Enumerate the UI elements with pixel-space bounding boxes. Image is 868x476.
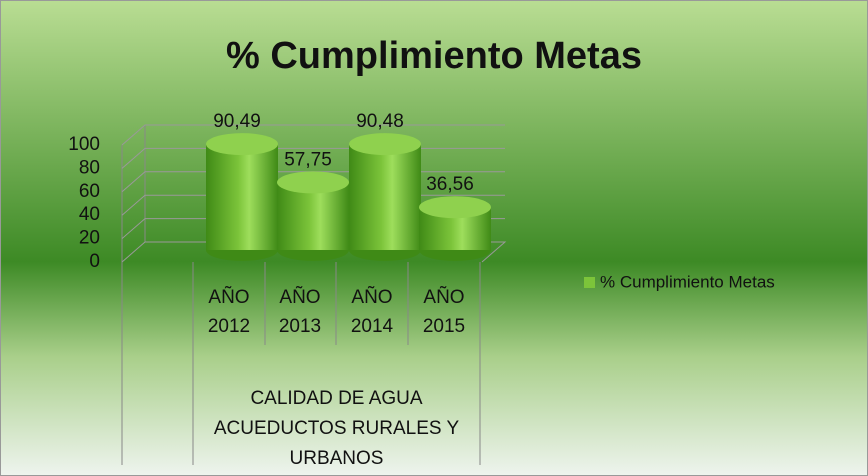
x-tick-label: AÑO 2013 (278, 287, 322, 337)
legend-label: % Cumplimiento Metas (600, 272, 775, 291)
x-tick-label: AÑO 2015 (422, 287, 466, 337)
bar-body (277, 182, 349, 250)
grid-line (121, 124, 505, 146)
bar (419, 196, 491, 261)
bar-top (419, 196, 491, 219)
bar-body (349, 144, 421, 250)
bar-top (206, 133, 278, 156)
bar (206, 133, 278, 261)
y-tick-label: 0 (89, 251, 100, 272)
y-tick-label: 40 (79, 204, 100, 225)
bar-top (277, 171, 349, 194)
bar (349, 133, 421, 261)
y-tick-label: 100 (68, 134, 100, 155)
chart-title: % Cumplimiento Metas (226, 35, 642, 77)
bar-body (206, 144, 278, 250)
bar (277, 171, 349, 261)
data-label: 36,56 (426, 174, 474, 195)
bar-top (349, 133, 421, 156)
x-tick-label: AÑO 2014 (350, 287, 394, 337)
data-label: 90,49 (213, 111, 261, 132)
legend-swatch (584, 277, 595, 288)
y-tick-label: 60 (79, 181, 100, 202)
group-label: CALIDAD DE AGUA ACUEDUCTOS RURALES Y URB… (213, 388, 460, 469)
data-label: 90,48 (356, 111, 404, 132)
x-tick-label: AÑO 2012 (207, 287, 251, 337)
y-tick-label: 80 (79, 157, 100, 178)
axis-frame (121, 125, 481, 465)
data-label: 57,75 (284, 149, 332, 170)
y-tick-label: 20 (79, 228, 100, 249)
